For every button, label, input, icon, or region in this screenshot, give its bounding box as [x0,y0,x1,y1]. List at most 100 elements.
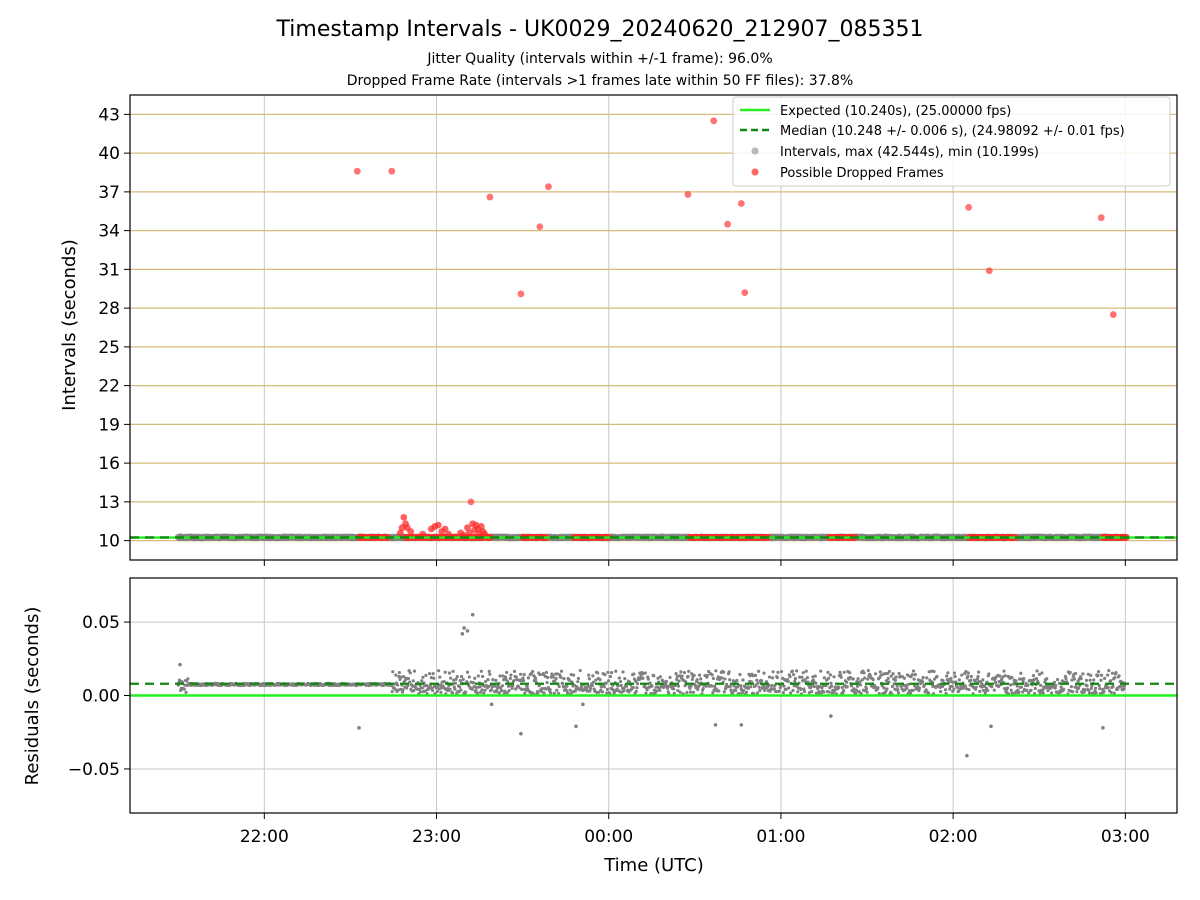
residual-point [952,687,956,691]
residual-point [411,679,415,683]
residual-point [666,686,670,690]
residual-point [945,674,949,678]
legend-intervals-swatch [751,147,759,155]
residual-point [487,684,491,689]
residual-outlier [989,724,993,729]
residual-point [770,676,775,680]
residual-point [442,679,446,684]
residual-point [435,689,439,694]
residual-point [1102,676,1107,681]
residual-point [499,686,503,690]
residual-point [935,674,939,679]
residual-point [598,678,602,682]
residual-point [697,673,702,677]
bottom-data [130,612,1177,758]
residual-point [891,672,895,676]
residual-point [775,676,779,680]
residual-point [472,685,476,689]
residual-point [605,687,609,691]
residual-point [621,670,625,674]
residual-point [911,688,915,693]
residual-point [949,676,953,681]
residual-point [883,671,887,676]
residual-point [609,671,614,675]
residual-point [406,676,411,681]
residual-point [594,678,598,682]
residual-point [464,690,468,694]
residual-point [498,674,502,678]
residual-point [930,669,934,673]
residual-point [507,689,511,693]
residual-point [480,674,485,679]
residual-point [1111,684,1115,689]
residual-point [1031,674,1036,678]
residual-point [905,686,909,690]
residual-point [600,690,605,694]
residual-point [998,674,1002,678]
residual-point [860,678,864,682]
residual-point [544,687,548,691]
residual-point [394,673,398,677]
residual-point [858,680,862,684]
residual-point [685,690,689,695]
residual-point [856,677,860,681]
residual-point [1114,671,1118,675]
dropped-frame-point [481,530,489,538]
residual-point [1034,677,1039,681]
residual-point [822,690,826,694]
residual-point [917,686,922,690]
x-tick-label: 00:00 [584,827,633,847]
residual-point [506,680,510,684]
residual-point [810,689,814,694]
residual-point [858,683,863,687]
residual-point [732,684,736,688]
residual-point [964,669,968,674]
residual-point [1037,672,1042,676]
residual-point [981,688,986,692]
residual-outlier [462,626,466,630]
dropped-frame-outlier [737,200,745,207]
residual-point [1046,689,1050,693]
residual-point [964,687,969,691]
residual-point [686,674,690,678]
residual-point [762,671,766,675]
dropped-frame-point [445,530,452,538]
residual-point [951,680,955,684]
residual-point [608,691,612,695]
residual-point [455,675,459,679]
residual-point [987,672,991,676]
top-y-tick-label: 13 [98,493,120,513]
residual-point [436,669,441,673]
residual-point [950,684,954,688]
residual-point [996,684,1001,689]
x-tick-label: 23:00 [412,827,461,847]
residual-point [488,672,492,676]
residual-point [511,684,515,688]
residual-point [1096,670,1101,674]
residual-point [537,684,541,688]
residual-point [447,671,452,675]
residual-point [397,674,401,679]
residual-point [710,684,714,688]
residual-point [476,691,480,695]
dropped-frame-outlier [965,203,973,211]
residual-point [465,670,470,674]
residual-point [720,676,724,680]
residual-point [728,684,732,688]
residual-point [829,681,833,685]
residual-point [606,670,610,674]
bottom-y-tick-label: −0.05 [68,760,120,780]
residual-point [502,677,506,682]
residual-point [512,679,516,683]
residual-point [543,674,547,678]
residual-point [508,676,512,681]
residual-point [953,674,957,679]
residual-point [390,690,394,694]
residual-point [895,684,899,688]
residual-point [1008,683,1013,687]
residual-point [805,676,810,680]
residual-outlier [470,612,475,617]
residual-point [677,679,681,683]
residual-point [453,681,458,685]
residual-point [616,684,620,688]
